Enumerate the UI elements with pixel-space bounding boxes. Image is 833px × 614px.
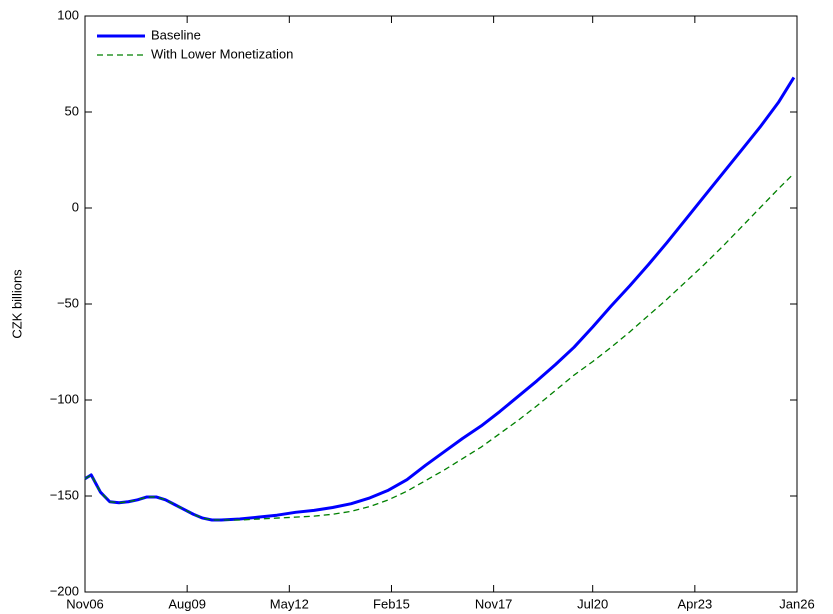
y-tick-label: 50 [65, 103, 79, 118]
y-tick-label: −200 [50, 583, 79, 598]
legend-label: Baseline [151, 27, 201, 42]
plot-frame [84, 15, 798, 593]
legend-label: With Lower Monetization [151, 46, 293, 61]
y-tick-label: −100 [50, 391, 79, 406]
x-tick-label: Aug09 [168, 596, 206, 611]
x-tick-label: Nov06 [66, 596, 104, 611]
x-tick-label: Nov17 [475, 596, 513, 611]
y-axis-label: CZK billions [9, 269, 24, 339]
x-tick-label: Feb15 [373, 596, 410, 611]
y-tick-label: 0 [72, 199, 79, 214]
y-tick-label: 100 [57, 7, 79, 22]
y-tick-label: −150 [50, 487, 79, 502]
y-tick-label: −50 [57, 295, 79, 310]
series-line [84, 172, 795, 521]
x-tick-label: Jan26 [779, 596, 814, 611]
series-line [84, 76, 796, 522]
x-tick-label: May12 [270, 596, 309, 611]
x-tick-label: Jul20 [577, 596, 608, 611]
x-tick-label: Apr23 [677, 596, 712, 611]
